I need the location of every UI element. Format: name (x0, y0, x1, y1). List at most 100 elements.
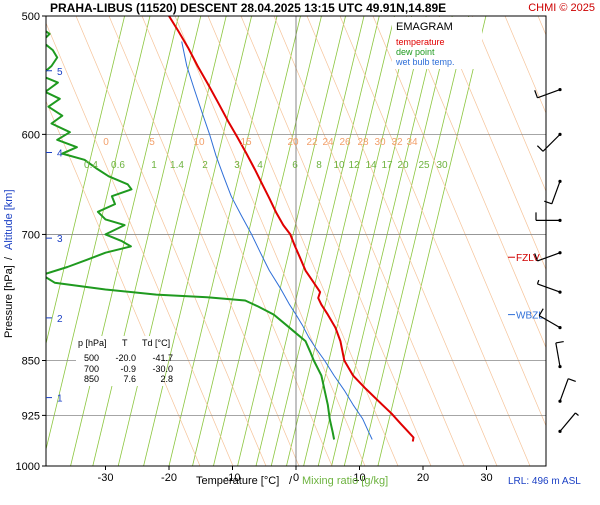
mixing-ratio-label: 3 (234, 160, 240, 171)
wind-barb-flag (534, 90, 539, 98)
y-tick-label: 1000 (16, 461, 40, 473)
table-row-700-td: -30.0 (152, 364, 173, 374)
mixing-ratio-label: 0.6 (111, 160, 125, 171)
mixing-ratio-label: 0.4 (84, 160, 98, 171)
wind-barb-station (558, 218, 562, 222)
mixing-ratio-label: 4 (257, 160, 263, 171)
wind-barb-staff (538, 315, 561, 329)
wind-barb-station (558, 364, 562, 369)
wind-barb-flag (538, 308, 544, 316)
wind-barb-station (558, 179, 562, 183)
table-row-700-p: 700 (84, 364, 99, 374)
x-tick-label: -20 (161, 472, 177, 484)
dry-adiabat-line (306, 16, 498, 466)
table-row-500-p: 500 (84, 353, 99, 363)
wind-barb-flag (544, 200, 552, 205)
potential-temp-label: 32 (391, 137, 403, 148)
legend-item-dew-point: dew point (396, 47, 435, 57)
potential-temp-label: 15 (240, 137, 252, 148)
wind-barb-flag (575, 412, 579, 416)
potential-temp-label: 26 (339, 137, 351, 148)
dry-adiabat-line (372, 16, 546, 427)
wind-barb (534, 87, 562, 99)
x-tick-label: -30 (98, 472, 114, 484)
wind-barb-flag (534, 253, 539, 262)
wind-barb-staff (559, 412, 576, 432)
wind-barb-staff (537, 89, 561, 99)
altitude-tick-label: 2 (57, 314, 63, 325)
wind-barb-staff (551, 181, 561, 205)
table-row-700-t: -0.9 (120, 364, 136, 374)
mixing-ratio-line (360, 16, 470, 466)
mixing-ratio-line (331, 16, 440, 466)
potential-temp-label: 24 (322, 137, 334, 148)
mixing-ratio-line (46, 16, 151, 452)
dry-adiabat-line (273, 16, 465, 466)
table-header-p: p [hPa] (78, 338, 107, 348)
dry-adiabat-line (207, 16, 399, 466)
wind-barb-flag (536, 145, 544, 152)
chart-title: PRAHA-LIBUS (11520) DESCENT 28.04.2025 1… (50, 1, 446, 15)
lrl-label: LRL: 496 m ASL (508, 476, 581, 487)
altitude-tick-label: 3 (57, 234, 63, 245)
wind-barb-flag (555, 340, 564, 344)
table-header-td: Td [°C] (142, 338, 170, 348)
wind-barb (535, 212, 562, 222)
mixing-ratio-label: 25 (418, 160, 430, 171)
wind-barb (555, 340, 564, 369)
mixing-ratio-line (192, 16, 301, 466)
y-axis-label-pressure: Pressure [hPa] (3, 265, 15, 338)
mixing-ratio-label: 2 (202, 160, 208, 171)
series-line-temperature (168, 16, 415, 442)
potential-temp-label: 10 (193, 137, 205, 148)
mixing-ratio-label: 6 (292, 160, 298, 171)
x-axis-label-mixing: Mixing ratio [g/kg] (302, 475, 388, 487)
y-axis-label-altitude: Altitude [km] (3, 189, 15, 250)
wind-barb-staff (537, 283, 561, 293)
wind-barb (536, 279, 562, 294)
table-row-850-p: 850 (84, 374, 99, 384)
series-line-wet-bulb-temp (181, 41, 373, 440)
copyright: CHMI © 2025 (528, 2, 595, 14)
legend-title: EMAGRAM (396, 21, 453, 33)
wbzl-marker-label: WBZL (516, 311, 544, 322)
x-axis-label-separator: / (289, 475, 293, 487)
dry-adiabat-line (339, 16, 531, 466)
x-tick-label: 30 (480, 472, 492, 484)
dry-adiabat-line (174, 16, 366, 466)
mixing-ratio-line (255, 16, 365, 466)
wind-barb (534, 251, 562, 262)
legend: EMAGRAM temperature dew point wet bulb t… (392, 17, 482, 69)
dry-adiabat-line (405, 16, 546, 349)
values-table: p [hPa] T Td [°C] 500 -20.0 -41.7 700 -0… (76, 336, 173, 386)
altitude-tick-label: 1 (57, 394, 63, 405)
wind-barb-flag (536, 279, 540, 285)
dry-adiabat-line (438, 16, 546, 271)
potential-temp-label: 20 (287, 137, 299, 148)
dry-adiabat-line (504, 16, 546, 115)
dry-adiabat-line (471, 16, 546, 193)
y-tick-label: 925 (22, 410, 40, 422)
mixing-ratio-line (286, 16, 395, 466)
mixing-ratio-line (143, 16, 252, 466)
series-line-dew-point (46, 30, 336, 440)
mixing-ratio-line (317, 16, 427, 466)
mixing-ratio-line (168, 16, 278, 466)
dry-adiabat-line (141, 16, 333, 466)
wind-barb-station (558, 87, 562, 92)
mixing-ratio-line (343, 16, 453, 466)
x-tick-label: 0 (293, 472, 299, 484)
wind-barb (558, 412, 579, 433)
mixing-ratio-line (237, 16, 346, 466)
wind-barb-station (558, 429, 562, 433)
mixing-ratio-line (117, 16, 227, 466)
wind-barb-staff (555, 342, 561, 367)
mixing-ratio-line (70, 16, 179, 466)
altitude-tick-label: 4 (57, 149, 63, 160)
y-axis-label-separator: / (3, 256, 15, 260)
wind-barb-staff (559, 378, 569, 402)
potential-temp-label: 5 (149, 137, 155, 148)
legend-item-temperature: temperature (396, 37, 445, 47)
x-tick-label: 20 (417, 472, 429, 484)
